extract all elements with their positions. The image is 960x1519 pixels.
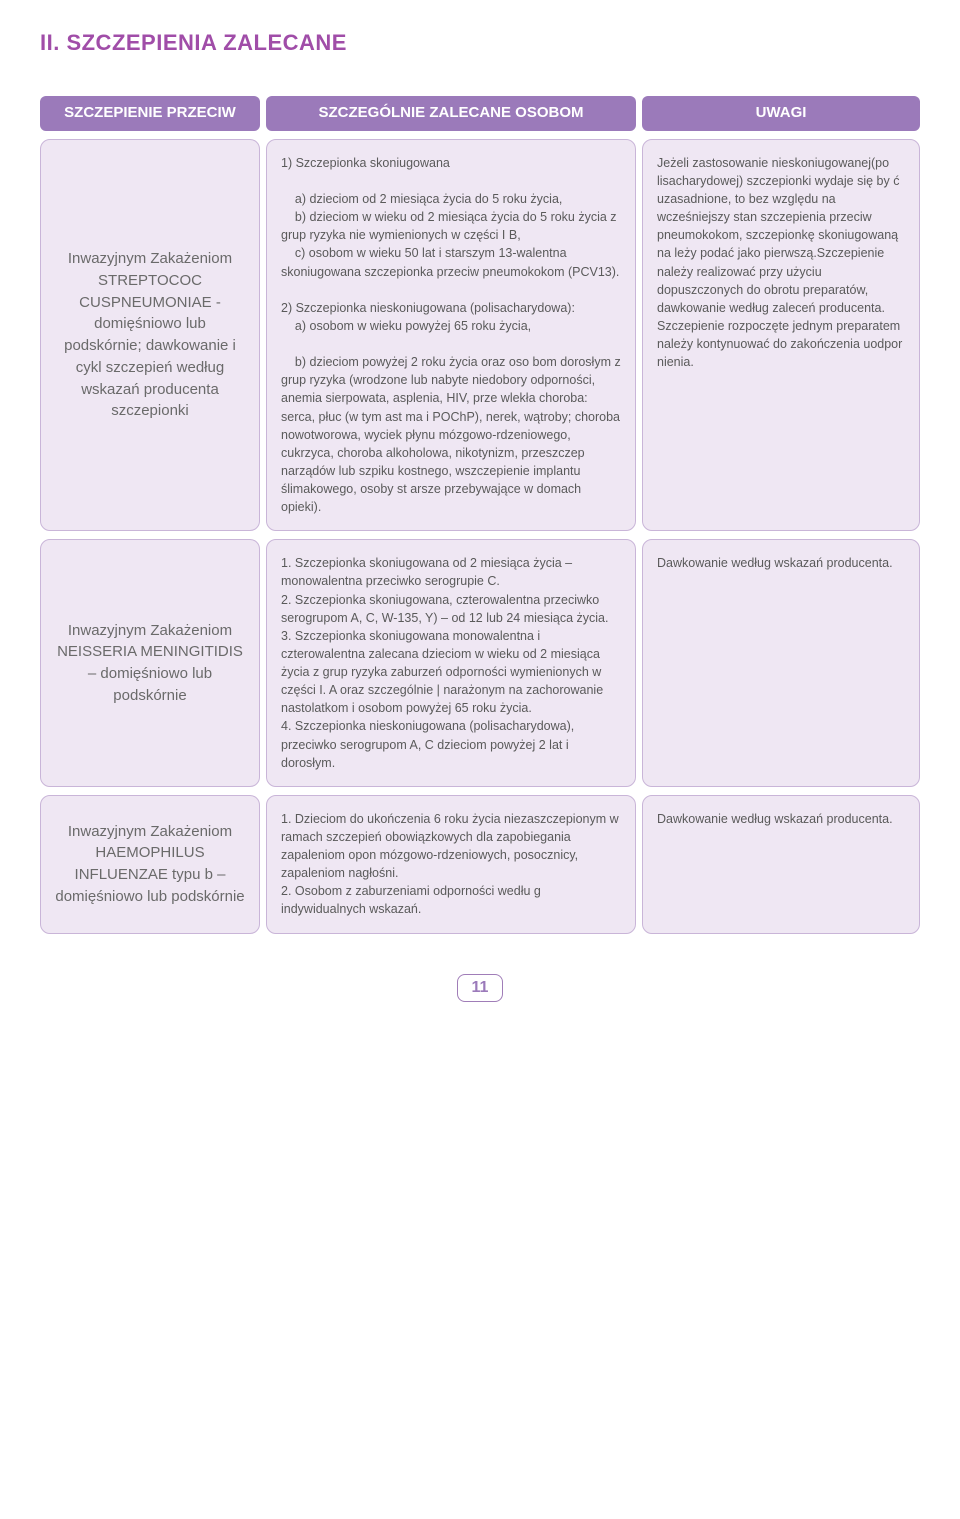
cell-zalecane: 1. Szczepionka skoniugowana od 2 miesiąc… — [266, 539, 636, 787]
header-col-przeciw: SZCZEPIENIE PRZECIW — [40, 96, 260, 131]
cell-przeciw: Inwazyjnym Zakażeniom STREPTOCOC CUSPNEU… — [40, 139, 260, 532]
cell-zalecane: 1) Szczepionka skoniugowana a) dzieciom … — [266, 139, 636, 532]
cell-uwagi: Jeżeli zastosowanie nieskoniugowanej(po … — [642, 139, 920, 532]
cell-zalecane: 1. Dzieciom do ukończenia 6 roku życia n… — [266, 795, 636, 934]
page-number: 11 — [457, 974, 504, 1002]
table-header-row: SZCZEPIENIE PRZECIW SZCZEGÓLNIE ZALECANE… — [40, 96, 920, 131]
header-col-zalecane: SZCZEGÓLNIE ZALECANE OSOBOM — [266, 96, 636, 131]
cell-uwagi: Dawkowanie według wskazań producenta. — [642, 539, 920, 787]
cell-przeciw: Inwazyjnym Zakażeniom NEISSERIA MENINGIT… — [40, 539, 260, 787]
cell-uwagi: Dawkowanie według wskazań producenta. — [642, 795, 920, 934]
table-body: Inwazyjnym Zakażeniom STREPTOCOC CUSPNEU… — [40, 139, 920, 934]
page-title: II. SZCZEPIENIA ZALECANE — [40, 30, 920, 56]
page-number-container: 11 — [40, 974, 920, 1002]
table-row: Inwazyjnym Zakażeniom STREPTOCOC CUSPNEU… — [40, 139, 920, 532]
cell-przeciw: Inwazyjnym Zakażeniom HAEMOPHILUS INFLUE… — [40, 795, 260, 934]
header-col-uwagi: UWAGI — [642, 96, 920, 131]
table-row: Inwazyjnym Zakażeniom NEISSERIA MENINGIT… — [40, 539, 920, 787]
table-row: Inwazyjnym Zakażeniom HAEMOPHILUS INFLUE… — [40, 795, 920, 934]
